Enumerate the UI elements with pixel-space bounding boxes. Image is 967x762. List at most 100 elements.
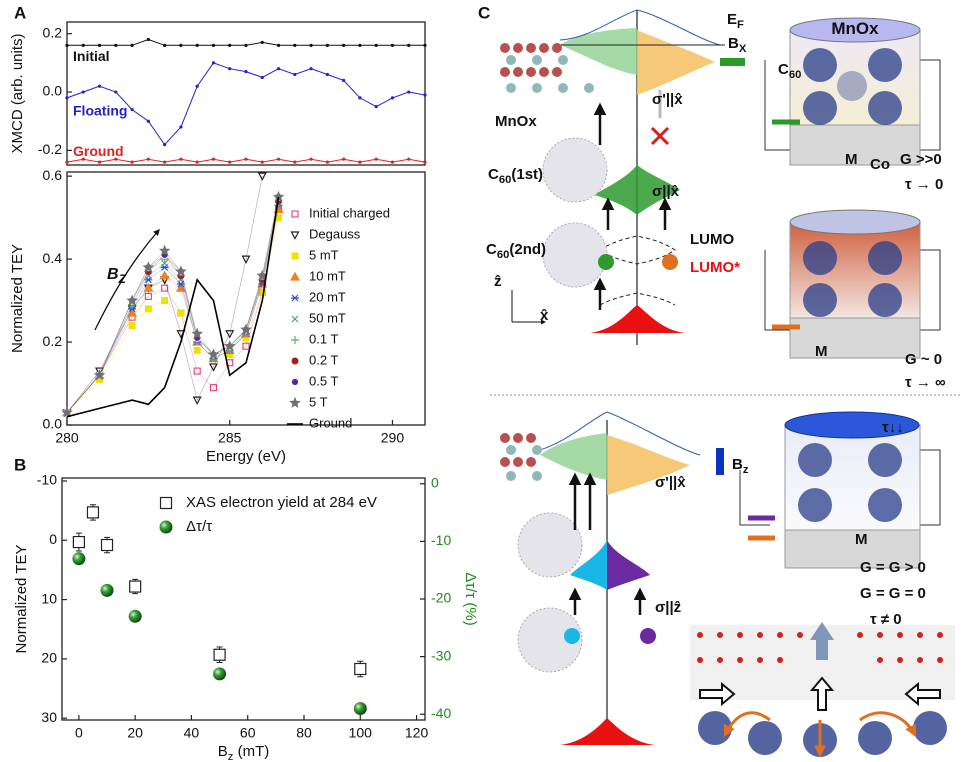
x-tick-label: 290	[381, 430, 405, 446]
marker	[355, 663, 366, 674]
marker	[423, 93, 426, 96]
electron	[640, 628, 656, 644]
x-tick-label: 100	[349, 725, 373, 741]
legend-label: Degauss	[309, 226, 361, 241]
x-tick-label: 60	[240, 725, 256, 741]
y-axis-label: Normalized TEY	[9, 244, 26, 353]
annotation-main: B	[107, 266, 119, 283]
y-tick-label: -0.2	[38, 141, 62, 157]
diagram-label: τ ≠ 0	[870, 611, 902, 628]
marker	[163, 44, 166, 47]
y-axis-label: Normalized TEY	[13, 545, 30, 654]
series-label: Initial	[73, 48, 110, 64]
diagram-label: M	[815, 343, 828, 360]
diagram-label: Co	[870, 156, 890, 173]
marker	[277, 67, 280, 70]
diagram-label-sub: X	[739, 43, 747, 55]
diagram-label-main: MnOx	[495, 113, 537, 130]
diagram-label-sub: 60	[789, 69, 802, 81]
marker	[82, 90, 85, 93]
diagram-label-main: E	[727, 11, 737, 28]
diagram-label: C60(2nd)	[486, 241, 546, 261]
annotation: BZ	[107, 266, 127, 286]
marker	[179, 44, 182, 47]
c60-row	[698, 711, 947, 757]
diagram-label: τ → 0	[905, 176, 943, 193]
x-tick-label: 40	[184, 725, 200, 741]
legend-label: 0.5 T	[309, 373, 338, 388]
x-axis-label: Energy (eV)	[206, 448, 286, 465]
marker	[407, 44, 410, 47]
x-tick-label: 20	[127, 725, 143, 741]
diagram-label-main: C	[486, 241, 497, 258]
dos-purple	[607, 540, 650, 590]
diagram-label: LUMO*	[690, 259, 740, 276]
marker	[228, 67, 231, 70]
legend-label: Initial charged	[309, 205, 390, 220]
y-tick-label: 0.0	[43, 83, 63, 99]
marker	[161, 272, 169, 279]
marker	[407, 158, 410, 161]
marker	[391, 44, 394, 47]
diagram-label-main: G = G = 0	[860, 585, 926, 602]
marker	[358, 44, 361, 47]
y-axis-label: XMCD (arb. units)	[9, 33, 26, 153]
marker	[277, 158, 280, 161]
diagram-label-main: LUMO*	[690, 259, 740, 276]
diagram-label-main: C	[488, 166, 499, 183]
marker	[212, 44, 215, 47]
marker	[291, 399, 300, 407]
legend-label: Ground	[309, 415, 352, 430]
diagram-label-main: τ → ∞	[905, 374, 946, 391]
legend-label: XAS electron yield at 284 eV	[186, 494, 377, 511]
c60-1	[543, 138, 607, 202]
marker	[163, 143, 166, 146]
marker	[177, 310, 184, 317]
mnox-lattice-o	[506, 445, 542, 481]
marker	[65, 160, 68, 163]
marker	[309, 44, 312, 47]
marker	[391, 160, 394, 163]
marker	[228, 160, 231, 163]
dos-green	[540, 433, 607, 480]
marker	[213, 667, 226, 680]
y-tick-label: 0	[49, 531, 57, 547]
diagram-label: BX	[728, 35, 747, 55]
diagram-label: C60(1st)	[488, 166, 543, 186]
cylinder-base	[790, 318, 920, 358]
diagram-label-sub: 60	[497, 249, 510, 261]
marker	[160, 521, 173, 534]
diagram-label: MnOx	[831, 19, 879, 38]
marker	[261, 76, 264, 79]
diagram-shapes	[490, 10, 962, 757]
marker	[98, 160, 101, 163]
dos-red	[590, 305, 685, 333]
legend-label: 5 mT	[309, 247, 339, 262]
marker	[196, 160, 199, 163]
diagram-label: M	[855, 531, 868, 548]
diagram-label-main: ẑ	[494, 273, 502, 290]
figure: ABC0.20.0-0.2XMCD (arb. units)InitialFlo…	[0, 0, 967, 762]
marker	[423, 44, 426, 47]
marker	[129, 610, 142, 623]
marker	[292, 211, 298, 217]
marker	[291, 295, 299, 301]
marker	[342, 44, 345, 47]
diagram-label: τ↓↓	[882, 419, 904, 436]
marker	[196, 44, 199, 47]
y-tick-label: 20	[41, 650, 57, 666]
marker	[228, 44, 231, 47]
marker	[292, 316, 298, 322]
marker	[65, 96, 68, 99]
y-tick-label: 30	[41, 709, 57, 725]
diagram-label-main: τ ≠ 0	[870, 611, 902, 628]
y2-axis-label: Δτ/τ (%)	[462, 572, 479, 626]
marker	[72, 552, 85, 565]
diagram-label: G = G > 0	[860, 559, 926, 576]
marker	[179, 158, 182, 161]
marker	[423, 160, 426, 163]
marker	[292, 253, 299, 260]
marker	[277, 44, 280, 47]
diagram-label-main: G = G > 0	[860, 559, 926, 576]
c60-1	[518, 513, 582, 577]
